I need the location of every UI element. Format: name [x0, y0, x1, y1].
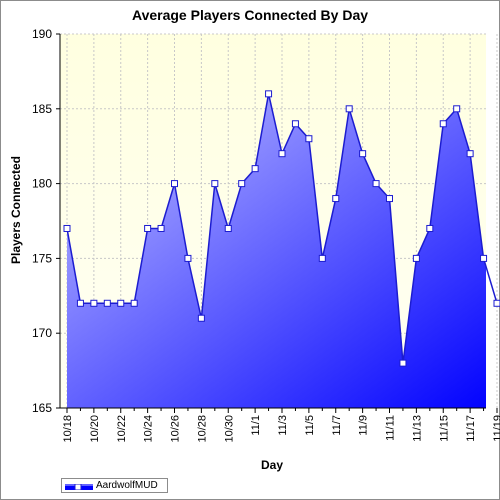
data-point-marker	[359, 150, 367, 158]
data-point-marker	[117, 299, 125, 307]
legend: AardwolfMUD	[61, 478, 168, 493]
data-point-marker	[144, 224, 152, 232]
x-tick-label: 11/19	[492, 415, 500, 442]
data-point-marker	[130, 299, 138, 307]
x-tick-label: 10/30	[223, 415, 235, 443]
y-tick-label: 190	[32, 27, 52, 41]
axes	[59, 34, 486, 409]
data-point-marker	[184, 254, 192, 262]
data-point-marker	[157, 224, 165, 232]
x-tick-label: 11/17	[465, 415, 477, 442]
x-tick-label: 11/3	[277, 415, 289, 436]
data-point-marker	[453, 105, 461, 113]
y-axis-ticks: 165 170 175 180 185 190	[32, 27, 60, 415]
data-point-marker	[265, 90, 273, 98]
x-tick-label: 11/15	[438, 415, 450, 442]
data-point-marker	[103, 299, 111, 307]
data-point-marker	[480, 254, 488, 262]
point-markers	[63, 90, 500, 367]
x-tick-label: 11/5	[304, 415, 316, 436]
data-point-marker	[76, 299, 84, 307]
data-point-marker	[412, 254, 420, 262]
x-tick-label: 10/28	[196, 415, 208, 443]
x-tick-label: 11/1	[250, 415, 262, 436]
x-tick-label: 11/7	[331, 415, 343, 436]
data-point-marker	[224, 224, 232, 232]
y-axis-label: Players Connected	[9, 155, 23, 265]
legend-label: AardwolfMUD	[96, 480, 158, 491]
x-tick-label: 10/24	[143, 415, 155, 443]
data-point-marker	[90, 299, 98, 307]
y-tick-label: 175	[32, 251, 52, 265]
data-point-marker	[332, 195, 340, 203]
data-point-marker	[238, 180, 246, 188]
data-point-marker	[197, 314, 205, 322]
area-fill-aardwolfmud	[67, 93, 486, 408]
x-tick-label: 11/9	[358, 415, 370, 436]
data-point-marker	[63, 224, 71, 232]
data-point-marker	[426, 224, 434, 232]
x-tick-label: 10/20	[89, 415, 101, 443]
data-point-marker	[386, 195, 393, 203]
data-point-marker	[171, 180, 178, 188]
x-tick-label: 11/11	[385, 415, 397, 441]
data-point-marker	[251, 165, 259, 173]
y-tick-label: 180	[32, 177, 52, 191]
data-point-marker	[305, 135, 313, 143]
x-tick-label: 11/13	[411, 415, 423, 442]
data-point-marker	[493, 299, 500, 307]
data-point-marker	[318, 254, 326, 262]
y-tick-label: 185	[32, 102, 52, 116]
x-axis-ticks: 10/18 10/20 10/22 10/24 10/26 10/28 10/30 11/1 1…	[62, 408, 500, 443]
chart-title: Average Players Connected By Day	[131, 7, 369, 23]
data-point-marker	[372, 180, 380, 188]
data-point-marker	[466, 150, 474, 158]
legend-swatch-marker	[74, 484, 82, 490]
data-point-marker	[345, 105, 353, 113]
data-point-marker	[211, 180, 219, 188]
x-axis-label: Day	[260, 458, 284, 472]
data-point-marker	[399, 359, 407, 367]
data-point-marker	[278, 150, 286, 158]
data-point-marker	[439, 120, 447, 128]
data-point-marker	[291, 120, 299, 128]
x-tick-label: 10/26	[170, 415, 182, 443]
y-tick-label: 170	[32, 326, 52, 340]
y-tick-label: 165	[32, 401, 52, 415]
legend-swatch	[65, 484, 93, 490]
x-tick-label: 10/18	[62, 415, 74, 443]
x-tick-label: 10/22	[116, 415, 128, 443]
